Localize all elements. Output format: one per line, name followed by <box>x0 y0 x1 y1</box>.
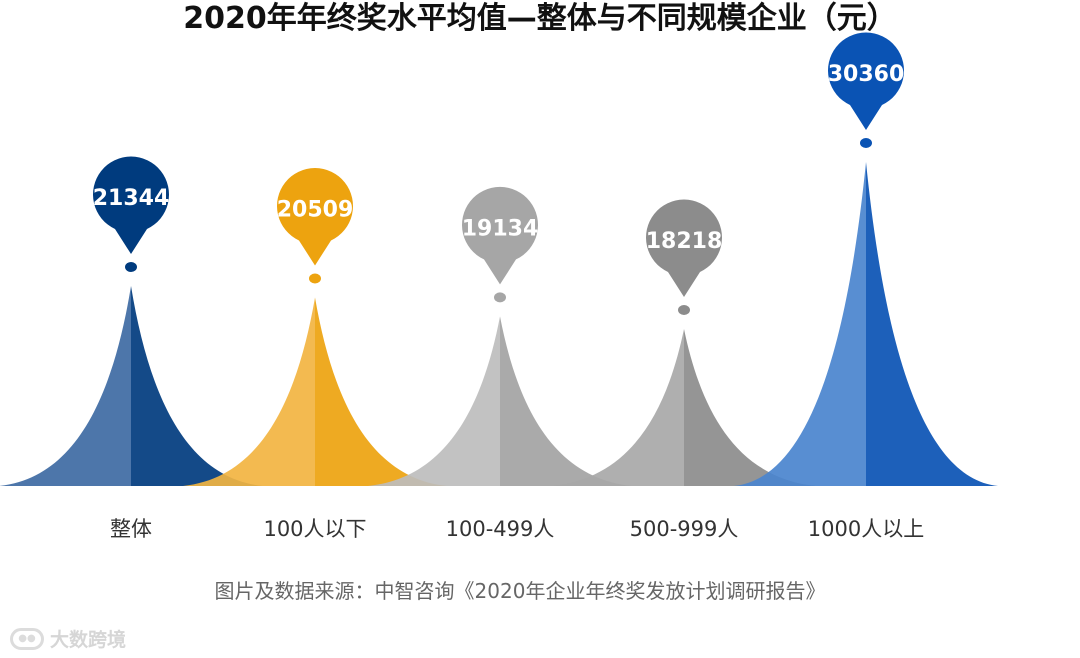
category-label-3: 500-999人 <box>630 517 739 541</box>
peak-right-3 <box>684 328 816 486</box>
watermark-text: 大数跨境 <box>50 629 127 651</box>
peak-dot-4 <box>860 138 872 148</box>
peak-right-1 <box>315 297 447 486</box>
watermark: ●● 大数跨境 <box>10 625 126 652</box>
data-label-2: 19134 <box>462 216 539 241</box>
value-marker-3 <box>646 199 722 297</box>
data-label-0: 21344 <box>93 186 170 211</box>
source-note: 图片及数据来源：中智咨询《2020年企业年终奖发放计划调研报告》 <box>214 579 826 603</box>
value-marker-4 <box>827 32 905 130</box>
peak-right-2 <box>500 316 632 486</box>
peak-left-1 <box>183 297 315 486</box>
category-label-4: 1000人以上 <box>808 517 924 541</box>
peak-left-4 <box>734 162 866 486</box>
peak-group-4: 30360 1000人以上 <box>734 32 998 541</box>
category-label-0: 整体 <box>110 517 152 541</box>
peak-dot-2 <box>494 292 506 303</box>
data-label-3: 18218 <box>646 229 723 254</box>
peak-group-0: 21344 整体 <box>0 156 263 541</box>
value-marker-1 <box>277 168 353 266</box>
peak-group-1: 20509 100人以下 <box>183 168 447 541</box>
value-marker-0 <box>93 156 169 254</box>
category-label-1: 100人以下 <box>263 517 366 541</box>
logo-icon: ●● <box>10 627 44 650</box>
peak-right-0 <box>131 286 263 486</box>
peak-left-2 <box>368 316 500 486</box>
data-label-1: 20509 <box>277 197 354 222</box>
peak-dot-0 <box>125 262 137 272</box>
data-label-4: 30360 <box>828 62 905 87</box>
chart-title: 2020年年终奖水平均值—整体与不同规模企业（元） <box>183 1 897 36</box>
peak-dot-3 <box>678 304 690 315</box>
peak-dot-1 <box>309 273 321 284</box>
peak-group-3: 18218 500-999人 <box>552 199 816 541</box>
peak-left-0 <box>0 286 131 486</box>
category-label-2: 100-499人 <box>446 517 555 541</box>
peak-right-4 <box>866 162 998 486</box>
peak-group-2: 19134 100-499人 <box>368 186 632 541</box>
peak-left-3 <box>552 328 684 486</box>
value-marker-2 <box>461 186 538 285</box>
